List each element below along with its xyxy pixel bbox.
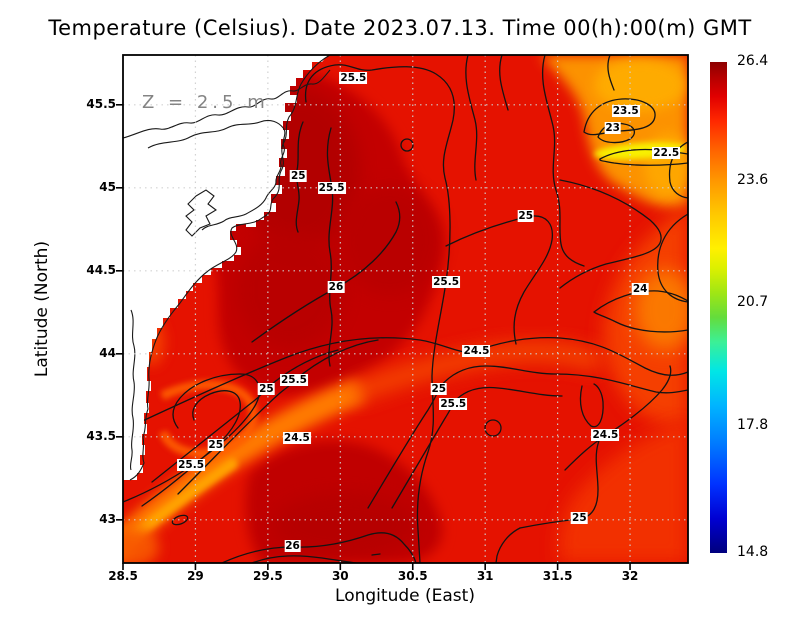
colorbar-tick-label: 23.6	[737, 171, 769, 188]
y-tick-label: 44	[99, 345, 116, 360]
contour-label: 25.5	[439, 397, 468, 410]
y-tick-label: 45	[99, 179, 116, 194]
tick-marks	[116, 104, 631, 570]
contour-label: 25.5	[279, 374, 308, 387]
y-tick-label: 43.5	[86, 428, 116, 443]
depth-annotation: Z = 2.5 m	[142, 92, 269, 113]
colorbar-tick-label: 26.4	[737, 53, 769, 69]
contour-label: 24.5	[462, 344, 491, 357]
coastline	[123, 55, 331, 481]
x-tick-label: 30	[331, 569, 349, 583]
colorbar	[710, 62, 727, 553]
x-axis-label: Longitude (East)	[335, 586, 475, 606]
grid-lines	[123, 55, 688, 563]
y-tick-label: 44.5	[86, 262, 116, 277]
contour-label: 25.5	[317, 181, 346, 194]
contour-label: 26	[327, 281, 345, 294]
temperature-shading	[123, 55, 688, 563]
x-tick-label: 31	[476, 569, 494, 583]
y-tick-label: 43	[99, 511, 116, 526]
contour-label: 25.5	[339, 72, 368, 85]
colorbar-tick-label: 20.7	[737, 294, 769, 311]
x-tick-label: 29	[187, 569, 204, 583]
contour-label: 23	[604, 122, 621, 135]
contour-label: 25.5	[177, 459, 206, 472]
y-axis-label: Latitude (North)	[32, 240, 52, 378]
contour-label: 25	[571, 512, 588, 525]
chart-title: Temperature (Celsius). Date 2023.07.13. …	[48, 16, 752, 40]
contour-label: 25	[207, 439, 225, 452]
colorbar-tick-label: 17.8	[737, 417, 769, 434]
contour-label: 25	[289, 170, 307, 183]
contour-label: 24	[631, 283, 649, 296]
contour-label: 24.5	[282, 432, 311, 445]
contour-label: 25	[517, 210, 535, 223]
contour-label: 23.5	[611, 105, 640, 118]
contour-label: 26	[284, 540, 301, 553]
contour-label: 25.5	[432, 276, 461, 289]
x-tick-label: 30.5	[397, 569, 428, 583]
y-tick-label: 45.5	[86, 96, 116, 111]
land-mass	[123, 55, 328, 480]
x-tick-label: 32	[621, 569, 639, 583]
x-tick-label: 28.5	[108, 569, 138, 583]
x-tick-label: 31.5	[542, 569, 573, 583]
contour-label: 22.5	[652, 146, 681, 159]
contour-label: 24.5	[591, 429, 620, 442]
x-tick-label: 29.5	[253, 569, 283, 583]
colorbar-tick-label: 14.8	[737, 544, 769, 560]
contour-label: 25	[258, 382, 275, 395]
axis-frame	[122, 54, 689, 564]
contour-label: 25	[430, 382, 448, 395]
